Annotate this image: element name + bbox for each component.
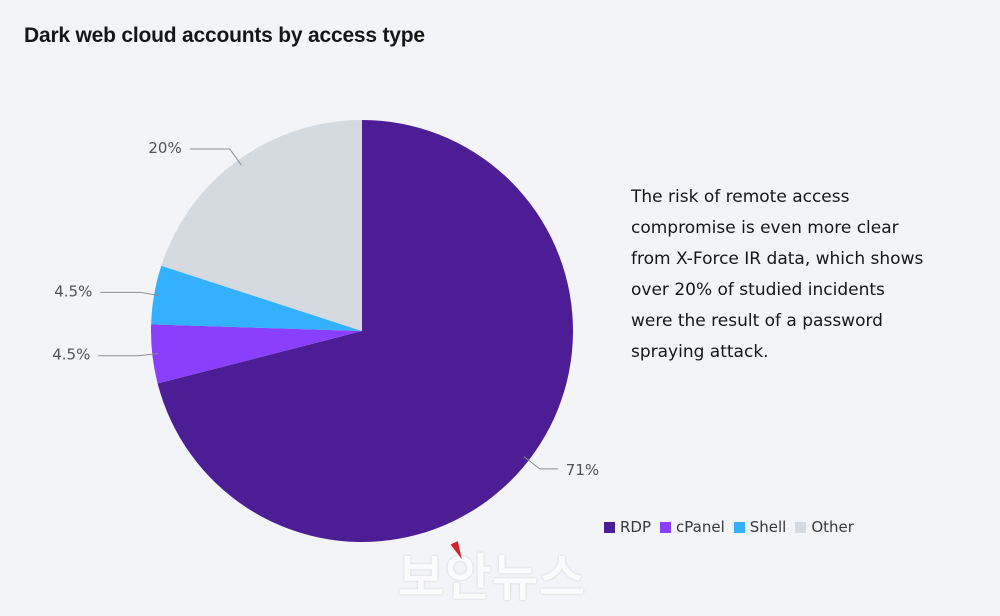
leader-line-shell <box>100 291 161 297</box>
leader-line-other <box>189 148 242 166</box>
legend-item-rdp: RDP <box>604 518 651 536</box>
legend-item-other: Other <box>795 518 854 536</box>
data-label-cpanel: 4.5% <box>52 346 90 364</box>
data-label-shell: 4.5% <box>54 282 92 300</box>
chart-title: Dark web cloud accounts by access type <box>24 24 425 47</box>
legend-swatch <box>733 521 745 533</box>
legend-label: RDP <box>620 518 652 536</box>
pie-slice-other <box>161 120 362 331</box>
legend-label: Shell <box>749 518 787 536</box>
chart-annotation: The risk of remote access compromise is … <box>631 187 924 362</box>
legend-item-shell: Shell <box>733 518 787 536</box>
pie-slice-shell <box>151 265 362 331</box>
legend-label: cPanel <box>676 518 725 536</box>
leader-line-cpanel <box>98 352 159 357</box>
chart-legend: RDP cPanel Shell Other <box>604 518 854 536</box>
legend-swatch <box>660 521 672 533</box>
legend-item-cpanel: cPanel <box>660 518 725 536</box>
legend-label: Other <box>811 518 854 536</box>
leader-line-rdp <box>523 456 558 470</box>
legend-swatch <box>795 521 807 533</box>
pie-slice-cpanel <box>151 324 362 384</box>
data-label-other: 20% <box>148 139 181 157</box>
watermark-logo: 보안뉴스 <box>398 549 586 607</box>
legend-swatch <box>604 521 615 533</box>
pie-slice-rdp <box>157 120 573 543</box>
data-label-rdp: 71% <box>566 461 599 479</box>
